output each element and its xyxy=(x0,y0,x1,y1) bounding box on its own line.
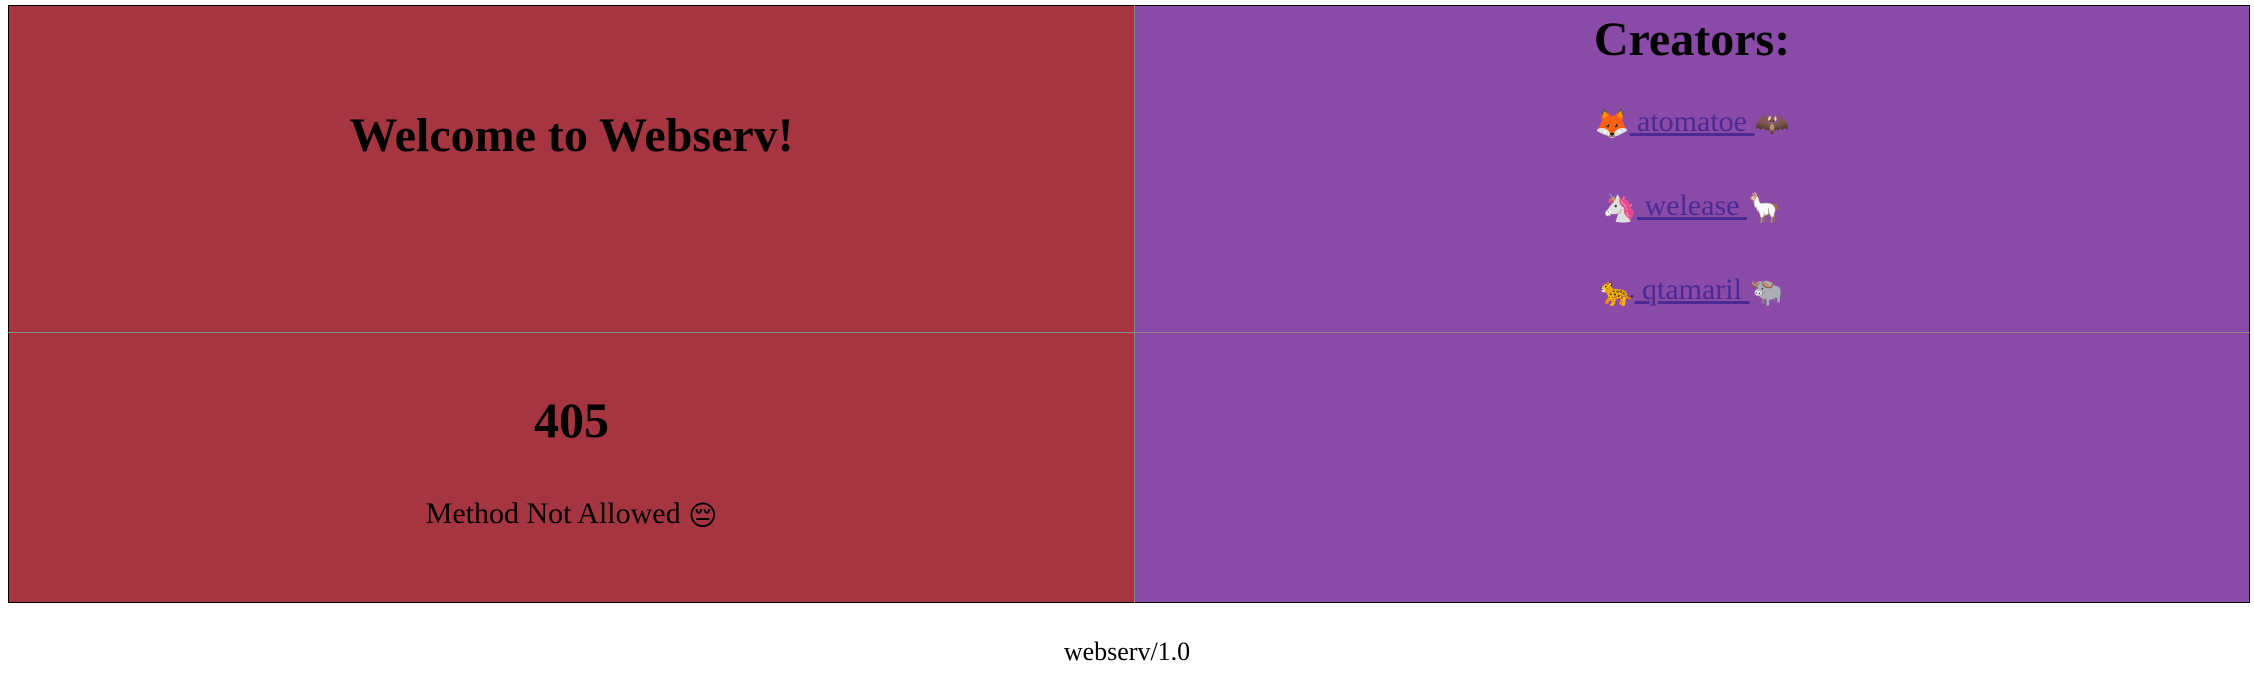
creator-link-atomatoe[interactable]: atomatoe xyxy=(1629,105,1755,138)
bat-icon: 🦇 xyxy=(1754,107,1790,141)
fox-icon: 🦊 xyxy=(1594,107,1630,141)
server-footer: webserv/1.0 xyxy=(1063,637,1191,666)
creators-cell: Creators: 🦊 atomatoe 🦇 🦄 welease 🦙 🐆 qta… xyxy=(1134,5,2250,333)
unicorn-icon: 🦄 xyxy=(1602,191,1638,225)
welcome-cell: Welcome to Webserv! xyxy=(8,5,1135,333)
welcome-title: Welcome to Webserv! xyxy=(349,108,794,162)
error-code: 405 xyxy=(534,392,609,449)
empty-cell xyxy=(1134,332,2250,603)
water-buffalo-icon: 🐃 xyxy=(1749,275,1785,309)
bottom-row: 405 Method Not Allowed 😔 xyxy=(8,332,2250,603)
error-message-text: Method Not Allowed xyxy=(425,497,681,531)
creator-item: 🦄 welease 🦙 xyxy=(1135,164,2249,248)
leopard-icon: 🐆 xyxy=(1599,275,1635,309)
error-cell: 405 Method Not Allowed 😔 xyxy=(8,332,1135,603)
creators-title: Creators: xyxy=(1593,13,1791,66)
creator-item: 🦊 atomatoe 🦇 xyxy=(1135,80,2249,164)
error-message: Method Not Allowed 😔 xyxy=(9,496,1134,534)
top-row: Welcome to Webserv! Creators: 🦊 atomatoe… xyxy=(8,5,2250,333)
layout-table: Welcome to Webserv! Creators: 🦊 atomatoe… xyxy=(8,5,2250,603)
pensive-face-icon: 😔 xyxy=(688,499,718,533)
llama-icon: 🦙 xyxy=(1746,191,1782,225)
creator-link-qtamaril[interactable]: qtamaril xyxy=(1634,273,1750,306)
creator-link-welease[interactable]: welease xyxy=(1637,189,1747,222)
creator-item: 🐆 qtamaril 🐃 xyxy=(1135,248,2249,332)
